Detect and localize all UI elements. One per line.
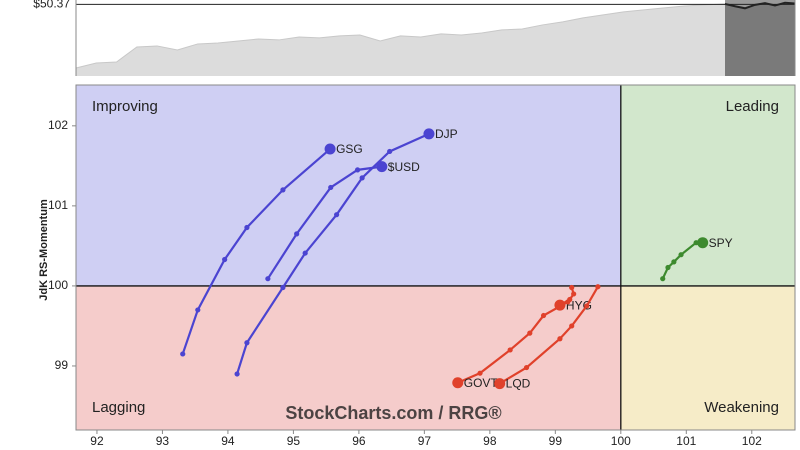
tail-point <box>244 224 250 231</box>
tail-point <box>660 276 666 282</box>
tail-line <box>457 300 569 384</box>
y-tick-label: 102 <box>48 118 68 132</box>
tail-point <box>678 252 684 258</box>
tail-point <box>328 184 334 191</box>
tail-point <box>302 250 308 256</box>
tail-point <box>234 371 240 377</box>
tail-point <box>565 299 571 305</box>
tail-point <box>265 276 271 282</box>
tail-point <box>244 340 250 346</box>
x-tick-label: 94 <box>221 434 235 448</box>
x-tick-label: 92 <box>90 434 104 448</box>
head-point <box>376 161 388 173</box>
tail-point <box>180 351 186 357</box>
tail-point <box>387 148 393 155</box>
y-tick-label: 99 <box>55 358 69 372</box>
price-line <box>75 3 726 69</box>
x-tick-label: 99 <box>549 434 563 448</box>
tail-point <box>523 364 530 371</box>
y-tick-label: 101 <box>48 198 68 212</box>
series-label: GSG <box>336 142 363 156</box>
series-label: SPY <box>709 236 733 250</box>
tail-point <box>569 284 575 291</box>
tail-point <box>571 291 577 297</box>
tail-point <box>280 284 286 291</box>
x-tick-label: 96 <box>352 434 366 448</box>
y-axis-label: JdK RS-Momentum <box>38 199 50 301</box>
quadrant-improving <box>76 85 621 286</box>
price-area <box>76 3 725 77</box>
head-point <box>697 237 709 249</box>
x-tick-label: 97 <box>418 434 432 448</box>
tail-point <box>595 284 601 290</box>
tail-point <box>665 264 671 271</box>
quadrant-label: Improving <box>92 98 158 115</box>
x-tick-label: 98 <box>483 434 497 448</box>
x-tick-label: 93 <box>156 434 170 448</box>
series-label: GOVT <box>464 376 499 390</box>
head-point <box>324 143 336 155</box>
tail-point <box>334 212 340 218</box>
quadrant-label: Weakening <box>704 399 779 416</box>
head-point <box>452 377 464 389</box>
tail-point <box>195 307 201 313</box>
tail-point <box>540 312 547 319</box>
x-tick-label: 102 <box>742 434 762 448</box>
watermark: StockCharts.com / RRG® <box>285 403 501 423</box>
tail-point <box>222 256 228 263</box>
x-tick-label: 95 <box>287 434 301 448</box>
tail-point <box>569 323 575 329</box>
quadrant-label: Lagging <box>92 399 145 416</box>
tail-point <box>527 330 533 336</box>
tail-line <box>499 286 599 385</box>
tail-point <box>294 231 300 237</box>
tail-point <box>354 167 361 173</box>
quadrant-leading <box>620 85 795 286</box>
tail-point <box>671 259 677 265</box>
tail-point <box>507 347 513 353</box>
price-level-label: $50.37 <box>33 0 70 11</box>
head-point <box>494 378 506 390</box>
tail-point <box>359 175 365 181</box>
series-label: LQD <box>506 377 531 391</box>
head-point <box>423 128 435 140</box>
x-tick-label: 101 <box>676 434 696 448</box>
tail-point <box>557 336 563 342</box>
series-label: $USD <box>388 160 420 174</box>
series-label: DJP <box>435 127 458 141</box>
tail-point <box>280 187 286 193</box>
quadrant-weakening <box>620 285 795 430</box>
x-tick-label: 100 <box>611 434 631 448</box>
quadrant-label: Leading <box>726 98 779 115</box>
plot-frame <box>75 84 796 431</box>
tail-line <box>236 132 430 375</box>
tail-point <box>584 303 590 309</box>
quadrant-lagging <box>76 285 621 430</box>
tail-line <box>181 148 331 355</box>
tail-point <box>477 370 483 376</box>
y-tick-label: 100 <box>48 278 68 292</box>
price-area <box>725 2 795 77</box>
